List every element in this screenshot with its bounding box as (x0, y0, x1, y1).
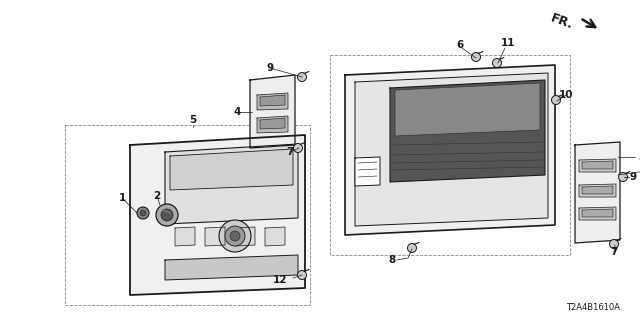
Polygon shape (390, 80, 545, 182)
Polygon shape (130, 135, 305, 295)
Circle shape (552, 95, 561, 105)
Circle shape (408, 244, 417, 252)
Text: 4: 4 (234, 107, 241, 117)
Text: 10: 10 (559, 90, 573, 100)
Polygon shape (582, 186, 613, 194)
Text: 9: 9 (266, 63, 273, 73)
Text: 1: 1 (118, 193, 125, 203)
Polygon shape (260, 118, 285, 129)
Polygon shape (170, 149, 293, 190)
Circle shape (219, 220, 251, 252)
Circle shape (137, 207, 149, 219)
Polygon shape (579, 207, 616, 220)
Circle shape (156, 204, 178, 226)
Text: T2A4B1610A: T2A4B1610A (566, 303, 620, 313)
Text: 5: 5 (189, 115, 196, 125)
Circle shape (230, 231, 240, 241)
Polygon shape (582, 209, 613, 217)
Circle shape (609, 239, 618, 249)
Circle shape (618, 172, 627, 181)
Polygon shape (575, 142, 620, 243)
Text: FR.: FR. (549, 12, 575, 32)
Text: 3: 3 (638, 152, 640, 162)
Polygon shape (582, 161, 613, 169)
Circle shape (472, 52, 481, 61)
Polygon shape (260, 95, 285, 106)
Polygon shape (165, 255, 298, 280)
Polygon shape (579, 159, 616, 172)
Text: 11: 11 (500, 38, 515, 48)
Text: 2: 2 (154, 191, 161, 201)
Circle shape (294, 143, 303, 153)
Polygon shape (579, 184, 616, 197)
Text: 6: 6 (456, 40, 463, 50)
Polygon shape (175, 227, 195, 246)
Polygon shape (345, 65, 555, 235)
Text: 7: 7 (611, 247, 618, 257)
Circle shape (161, 209, 173, 221)
Polygon shape (265, 227, 285, 246)
Text: 9: 9 (630, 172, 637, 182)
Circle shape (140, 210, 146, 216)
Text: 12: 12 (273, 275, 287, 285)
Polygon shape (355, 73, 548, 226)
Polygon shape (355, 157, 380, 186)
Text: 8: 8 (388, 255, 396, 265)
Polygon shape (165, 144, 298, 224)
Circle shape (493, 59, 502, 68)
Polygon shape (205, 227, 225, 246)
Polygon shape (65, 125, 310, 305)
Polygon shape (257, 93, 288, 110)
Polygon shape (235, 227, 255, 246)
Polygon shape (330, 55, 570, 255)
Circle shape (225, 226, 245, 246)
Polygon shape (395, 83, 540, 136)
Polygon shape (250, 75, 295, 148)
Circle shape (298, 73, 307, 82)
Text: 7: 7 (286, 147, 294, 157)
Circle shape (298, 270, 307, 279)
Polygon shape (257, 116, 288, 133)
